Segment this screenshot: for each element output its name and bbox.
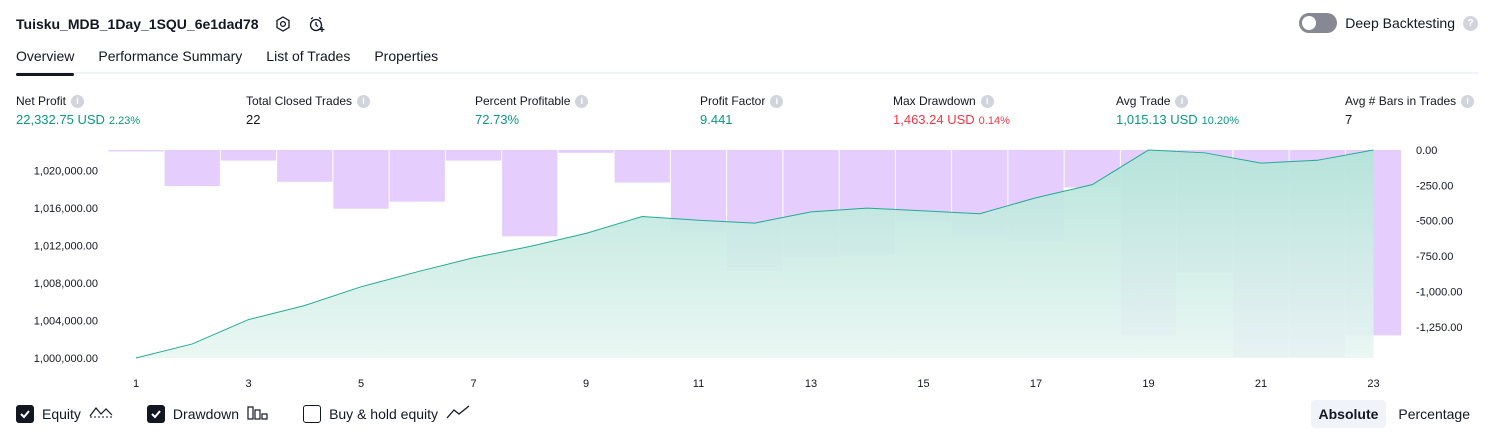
x-axis-tick-label: 23 [1367, 378, 1379, 390]
absolute-button[interactable]: Absolute [1310, 400, 1387, 428]
stat-label: Percent Profitable [475, 94, 571, 108]
buy-hold-checkbox[interactable] [303, 404, 322, 423]
deep-backtesting-toggle[interactable] [1299, 13, 1338, 33]
stat-label: Net Profit [16, 94, 67, 108]
x-axis-tick-label: 3 [245, 378, 251, 390]
info-icon[interactable]: i [575, 94, 589, 108]
legend-drawdown[interactable]: Drawdown [146, 404, 269, 423]
info-icon[interactable]: i [71, 94, 85, 108]
left-axis-tick-label: 1,004,000.00 [34, 316, 98, 328]
stat-value: 22,332.75 USD [16, 112, 105, 127]
drawdown-bar [108, 150, 164, 152]
stat-avg-bars: Avg # Bars in Trades i 7 [1345, 93, 1475, 127]
tab-performance-summary[interactable]: Performance Summary [98, 48, 243, 64]
stat-percent: 0.14% [978, 115, 1010, 127]
stat-percent: 2.23% [108, 115, 141, 127]
right-axis-tick-label: -1,250.00 [1416, 322, 1462, 334]
buy-hold-icon [446, 404, 470, 423]
right-axis-tick-label: -250.00 [1416, 180, 1453, 192]
x-axis-tick-label: 17 [1030, 378, 1042, 390]
x-axis-tick-label: 7 [470, 378, 476, 390]
toggle-knob [1302, 16, 1317, 30]
stat-label: Avg # Bars in Trades [1345, 94, 1457, 108]
tab-properties[interactable]: Properties [374, 48, 439, 64]
stat-net-profit: Net Profit i 22,332.75 USD 2.23% [16, 93, 140, 127]
percentage-button[interactable]: Percentage [1398, 406, 1470, 422]
stat-value: 7 [1345, 112, 1353, 127]
deep-backtesting-label: Deep Backtesting [1345, 15, 1455, 31]
drawdown-bar [333, 150, 389, 209]
right-axis-tick-label: 0.00 [1416, 145, 1437, 157]
drawdown-icon [247, 404, 269, 423]
drawdown-bar [164, 150, 220, 187]
stat-value: 72.73% [475, 112, 520, 127]
info-icon[interactable]: i [770, 94, 784, 108]
left-axis-tick-label: 1,012,000.00 [34, 241, 98, 253]
left-axis-tick-label: 1,008,000.00 [34, 278, 98, 290]
stat-percent-profitable: Percent Profitable i 72.73% [475, 93, 589, 127]
equity-icon [89, 404, 113, 423]
x-axis-tick-label: 19 [1142, 378, 1154, 390]
info-icon[interactable]: i [357, 94, 371, 108]
stat-value: 22 [246, 112, 261, 127]
value-mode-switch: Absolute Percentage [1310, 400, 1479, 428]
drawdown-bar [670, 150, 727, 232]
info-icon[interactable]: i [1461, 94, 1475, 108]
tab-list-of-trades[interactable]: List of Trades [266, 48, 351, 64]
equity-area [136, 150, 1374, 358]
legend-label: Equity [42, 405, 81, 422]
drawdown-bar [389, 150, 445, 202]
drawdown-bar [220, 150, 277, 161]
right-axis-tick-label: -1,000.00 [1416, 286, 1462, 298]
legend-label: Buy & hold equity [329, 405, 439, 422]
drawdown-bar [502, 150, 558, 237]
drawdown-bar [277, 150, 333, 182]
tab-overview[interactable]: Overview [16, 44, 75, 76]
drawdown-bar [445, 150, 502, 161]
strategy-name: Tuisku_MDB_1Day_1SQU_6e1dad78 [16, 16, 259, 32]
drawdown-bar [614, 150, 670, 183]
x-axis-tick-label: 1 [133, 378, 139, 390]
stat-percent: 10.20% [1201, 115, 1239, 127]
stat-label: Total Closed Trades [246, 94, 353, 108]
x-axis-tick-label: 5 [358, 378, 364, 390]
stat-label: Max Drawdown [893, 94, 976, 108]
equity-checkbox[interactable] [16, 404, 34, 423]
legend-buy-hold[interactable]: Buy & hold equity [303, 404, 470, 423]
stat-total-closed-trades: Total Closed Trades i 22 [246, 93, 371, 127]
stat-label: Profit Factor [700, 94, 766, 108]
info-icon[interactable]: i [1175, 94, 1189, 108]
help-icon[interactable]: ? [1463, 15, 1478, 31]
right-axis-tick-label: -750.00 [1416, 251, 1453, 263]
x-axis-tick-label: 15 [917, 378, 929, 390]
x-axis-tick-label: 13 [805, 378, 817, 390]
drawdown-bar [558, 150, 614, 153]
add-alert-icon[interactable] [307, 14, 327, 34]
stat-max-drawdown: Max Drawdown i 1,463.24 USD 0.14% [893, 93, 1010, 127]
stat-avg-trade: Avg Trade i 1,015.13 USD 10.20% [1116, 93, 1239, 127]
equity-drawdown-chart[interactable]: 1,000,000.00 1,004,000.00 1,008,000.00 1,01… [0, 140, 1494, 395]
deep-backtesting: Deep Backtesting ? [1299, 13, 1478, 33]
stat-value: 1,015.13 USD [1116, 112, 1198, 127]
legend-equity[interactable]: Equity [16, 404, 113, 423]
drawdown-checkbox[interactable] [146, 404, 165, 423]
stat-value: 1,463.24 USD [893, 112, 975, 127]
settings-icon[interactable] [273, 14, 293, 34]
stat-label: Avg Trade [1116, 94, 1171, 108]
chart-legend: Equity Drawdown Buy & hold equity [16, 404, 504, 423]
x-axis-tick-label: 21 [1255, 378, 1267, 390]
info-icon[interactable]: i [980, 94, 994, 108]
equity-line [135, 149, 1374, 359]
x-axis-tick-label: 9 [583, 378, 589, 390]
stat-profit-factor: Profit Factor i 9.441 [700, 93, 784, 127]
tab-bar: Overview Performance Summary List of Tra… [16, 44, 1478, 76]
left-axis-tick-label: 1,020,000.00 [34, 166, 98, 178]
stat-value: 9.441 [700, 112, 733, 127]
left-axis-tick-label: 1,016,000.00 [34, 203, 98, 215]
right-axis-tick-label: -500.00 [1416, 216, 1453, 228]
header: Tuisku_MDB_1Day_1SQU_6e1dad78 [16, 10, 327, 38]
legend-label: Drawdown [172, 405, 240, 422]
x-axis-tick-label: 11 [693, 378, 704, 390]
left-axis-tick-label: 1,000,000.00 [34, 353, 98, 365]
